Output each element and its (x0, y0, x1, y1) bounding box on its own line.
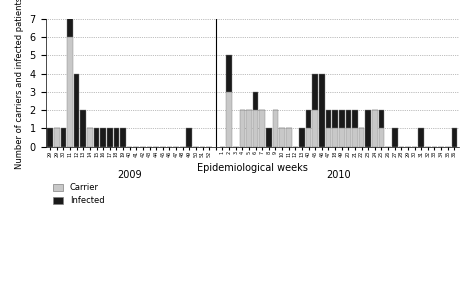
Bar (346, 110, 351, 128)
Bar (352, 128, 358, 147)
Bar (352, 110, 358, 128)
Bar (114, 128, 119, 147)
Bar (332, 128, 338, 147)
Bar (273, 110, 278, 147)
Bar (266, 128, 272, 147)
Bar (306, 128, 311, 147)
Bar (74, 74, 80, 147)
Bar (226, 92, 232, 147)
Bar (392, 128, 398, 147)
Bar (286, 128, 292, 147)
Bar (379, 110, 384, 128)
Bar (81, 110, 86, 147)
Bar (253, 92, 258, 110)
Bar (419, 128, 424, 147)
Bar (67, 37, 73, 147)
Bar (312, 110, 318, 147)
Bar (107, 128, 113, 147)
Bar (279, 128, 285, 147)
Bar (452, 128, 457, 147)
Y-axis label: Number of carriers and infected patients: Number of carriers and infected patients (15, 0, 24, 169)
Bar (319, 74, 325, 147)
Bar (372, 110, 378, 147)
Bar (306, 110, 311, 128)
Bar (339, 128, 345, 147)
Bar (312, 74, 318, 110)
Bar (253, 110, 258, 147)
Bar (54, 128, 60, 147)
Bar (47, 128, 53, 147)
Bar (246, 110, 252, 147)
Bar (346, 128, 351, 147)
Text: 2010: 2010 (326, 170, 351, 180)
Bar (94, 128, 100, 147)
Bar (299, 128, 305, 147)
Bar (186, 128, 192, 147)
Bar (365, 110, 371, 147)
Text: 2009: 2009 (118, 170, 142, 180)
Bar (100, 128, 106, 147)
Bar (61, 128, 66, 147)
X-axis label: Epidemiological weeks: Epidemiological weeks (197, 163, 308, 173)
Bar (359, 128, 365, 147)
Bar (226, 55, 232, 92)
Bar (326, 128, 331, 147)
Bar (379, 128, 384, 147)
Bar (239, 110, 245, 147)
Bar (339, 110, 345, 128)
Bar (120, 128, 126, 147)
Legend: Carrier, Infected: Carrier, Infected (50, 180, 108, 209)
Bar (67, 0, 73, 37)
Bar (259, 110, 265, 147)
Bar (332, 110, 338, 128)
Bar (326, 110, 331, 128)
Bar (87, 128, 93, 147)
